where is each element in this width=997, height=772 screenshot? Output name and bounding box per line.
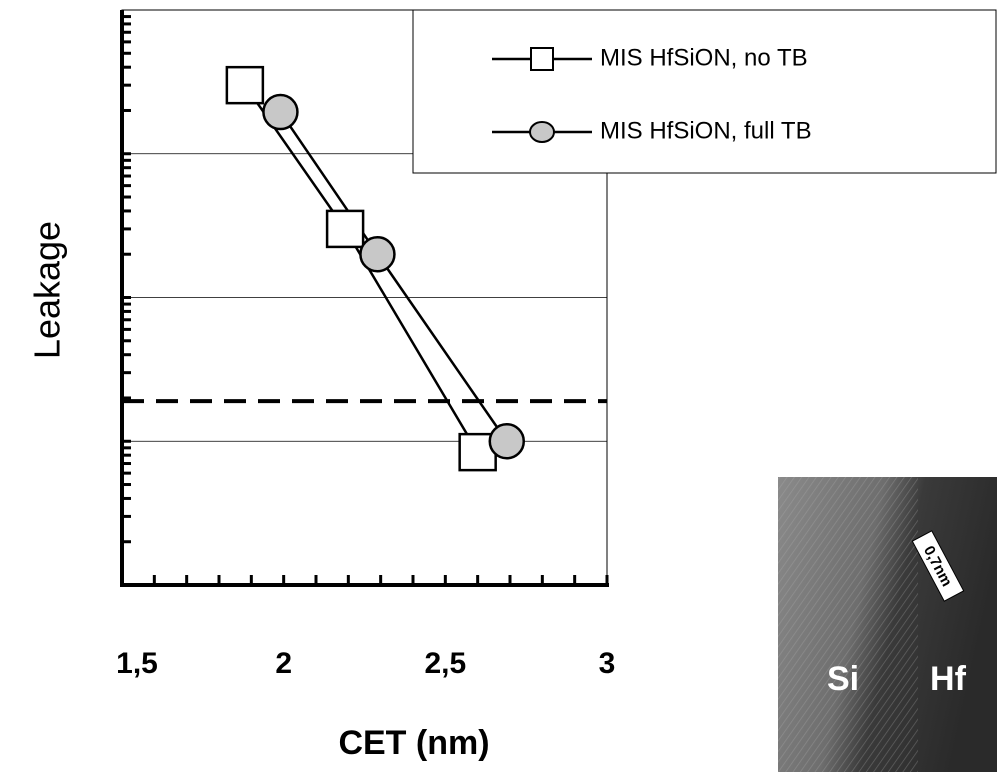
square-marker xyxy=(325,209,365,249)
inset-label: Hf xyxy=(930,660,967,698)
x-tick-label: 2 xyxy=(275,647,292,680)
scale-box xyxy=(911,530,965,602)
circle-marker xyxy=(262,93,299,131)
legend-label: MIS HfSiON, no TB xyxy=(600,44,808,71)
circle-marker xyxy=(359,235,396,273)
x-tick-label: 1,5 xyxy=(116,647,158,680)
x-tick-label: 2,5 xyxy=(424,647,466,680)
x-tick-label: 3 xyxy=(599,647,616,680)
legend-box xyxy=(412,9,997,174)
circle-marker xyxy=(488,423,526,460)
x-axis-label: CET (nm) xyxy=(338,724,489,762)
tem-inset: Si Hf 0,7nm xyxy=(778,477,997,772)
legend-label: MIS HfSiON, full TB xyxy=(600,117,812,144)
y-axis-label: Leakage xyxy=(27,221,68,359)
legend-marker xyxy=(529,121,555,143)
lattice-fringes xyxy=(778,477,918,772)
inset-label: Si xyxy=(827,660,859,698)
legend-marker xyxy=(530,47,554,71)
square-marker xyxy=(225,65,265,105)
